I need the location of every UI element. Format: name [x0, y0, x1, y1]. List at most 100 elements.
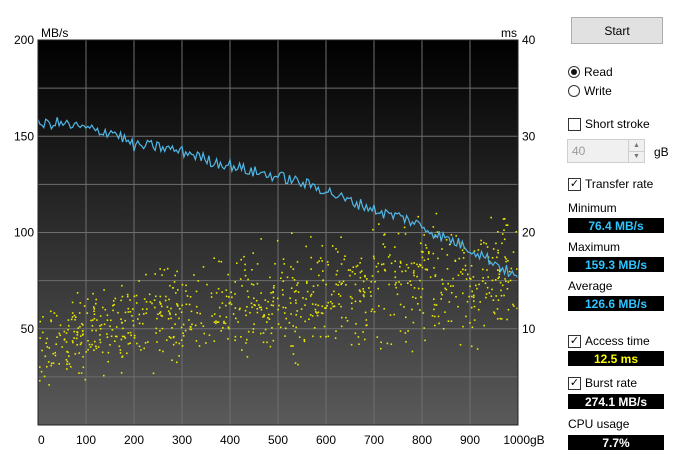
access-time-point	[444, 287, 446, 290]
x-tick-label: 200	[124, 433, 144, 447]
access-time-point	[394, 260, 396, 262]
read-radio-icon[interactable]	[568, 66, 580, 78]
access-time-point	[435, 304, 438, 306]
access-time-point	[510, 267, 513, 270]
access-time-point	[455, 296, 457, 298]
access-time-point	[178, 308, 181, 310]
access-time-point	[144, 342, 147, 344]
access-time-point	[279, 326, 282, 329]
access-time-point	[330, 293, 333, 296]
transfer-rate-check-icon[interactable]: ✓	[568, 177, 581, 191]
access-time-point	[469, 277, 471, 280]
access-time-point	[87, 348, 89, 351]
access-time-point	[230, 291, 232, 294]
access-time-point	[324, 307, 326, 309]
access-time-point	[316, 312, 318, 314]
access-time-point	[505, 260, 507, 263]
x-tick-label: 700	[364, 433, 384, 447]
access-time-point	[312, 285, 315, 287]
average-value: 126.6 MB/s	[568, 296, 664, 311]
access-time-point	[460, 271, 462, 273]
access-time-point	[293, 291, 296, 293]
access-time-point	[488, 292, 491, 294]
access-time-point	[277, 323, 280, 325]
stepper-arrows[interactable]: ▲ ▼	[628, 140, 644, 162]
access-time-point	[389, 254, 391, 256]
access-time-point	[122, 327, 124, 330]
access-time-point	[303, 338, 306, 341]
access-time-point	[84, 378, 87, 381]
chevron-up-icon[interactable]: ▲	[633, 141, 640, 149]
access-time-point	[413, 270, 415, 272]
burst-rate-checkbox[interactable]: ✓ Burst rate	[568, 374, 637, 392]
write-radio[interactable]: Write	[568, 82, 612, 100]
access-time-point	[168, 312, 171, 314]
write-label: Write	[584, 84, 612, 98]
access-time-point	[230, 303, 233, 306]
access-time-point	[482, 277, 484, 279]
access-time-point	[159, 330, 161, 332]
access-time-point	[72, 341, 74, 344]
access-time-point	[271, 313, 273, 315]
access-time-point	[148, 293, 151, 296]
access-time-point	[506, 288, 509, 290]
access-time-point	[471, 290, 473, 293]
access-time-point	[419, 264, 422, 267]
access-time-point	[306, 290, 309, 293]
chevron-down-icon[interactable]: ▼	[629, 150, 644, 163]
access-time-point	[327, 301, 329, 304]
access-time-point	[240, 258, 242, 261]
access-time-point	[78, 372, 80, 374]
burst-rate-check-icon[interactable]: ✓	[568, 376, 581, 390]
access-time-point	[252, 328, 255, 330]
access-time-point	[260, 292, 262, 294]
read-radio[interactable]: Read	[568, 63, 613, 81]
write-radio-icon[interactable]	[568, 85, 580, 97]
access-time-point	[151, 302, 153, 305]
access-time-checkbox[interactable]: ✓ Access time	[568, 332, 650, 350]
access-time-point	[175, 341, 177, 344]
access-time-point	[189, 328, 191, 330]
access-time-point	[290, 287, 293, 289]
benchmark-chart-svg: 0 100 200 300 400 500 600 700 800 900 1000gB 200 150…	[14, 26, 545, 447]
access-time-point	[202, 325, 205, 327]
access-time-point	[267, 317, 269, 319]
access-time-point	[120, 372, 123, 374]
access-time-point	[87, 340, 89, 342]
access-time-check-icon[interactable]: ✓	[568, 334, 581, 348]
maximum-label: Maximum	[568, 240, 621, 254]
access-time-point	[295, 314, 297, 316]
plot-border	[37, 39, 519, 426]
access-time-point	[245, 314, 247, 317]
access-time-point	[149, 301, 152, 303]
access-time-point	[156, 341, 158, 343]
access-time-point	[349, 269, 352, 271]
access-time-point	[419, 263, 421, 266]
access-time-point	[162, 350, 164, 353]
access-time-point	[133, 334, 136, 337]
access-time-point	[67, 351, 69, 353]
short-stroke-checkbox-box[interactable]	[568, 117, 581, 131]
access-time-point	[298, 336, 301, 338]
short-stroke-checkbox[interactable]: Short stroke	[568, 115, 650, 133]
start-button[interactable]: Start	[571, 17, 663, 44]
access-time-point	[321, 260, 323, 262]
access-time-point	[152, 372, 155, 375]
access-time-point	[478, 283, 480, 286]
access-time-point	[442, 328, 445, 330]
short-stroke-size-stepper[interactable]: 40 ▲ ▼	[567, 139, 645, 163]
access-time-point	[405, 341, 407, 343]
access-time-point	[46, 337, 48, 340]
access-time-point	[468, 295, 470, 298]
access-time-point	[407, 266, 410, 269]
access-time-point	[472, 296, 475, 299]
access-time-point	[121, 284, 123, 287]
access-time-point	[496, 318, 499, 320]
access-time-point	[310, 256, 312, 259]
transfer-rate-checkbox[interactable]: ✓ Transfer rate	[568, 175, 653, 193]
access-time-point	[110, 319, 112, 322]
access-time-point	[498, 273, 501, 276]
access-time-point	[195, 290, 198, 293]
short-stroke-size-value[interactable]: 40	[572, 144, 586, 158]
access-time-point	[497, 249, 499, 252]
